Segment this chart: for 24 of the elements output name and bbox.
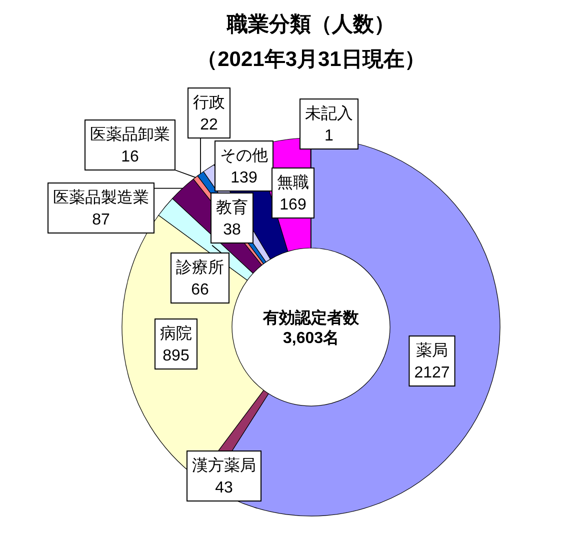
slice-label: 漢方薬局 bbox=[192, 456, 256, 475]
slice-label: 未記入 bbox=[305, 104, 353, 123]
slice-label: 診療所 bbox=[176, 258, 224, 277]
data-label: 2127 bbox=[414, 364, 450, 382]
slice-label: その他 bbox=[220, 148, 268, 165]
slice-label: 薬局 bbox=[416, 342, 448, 360]
data-label: 22 bbox=[200, 116, 218, 134]
data-label: 43 bbox=[215, 480, 233, 497]
data-label: 38 bbox=[223, 222, 241, 239]
slice-label: 行政 bbox=[193, 94, 225, 112]
data-label: 169 bbox=[280, 196, 306, 214]
slice-label: 医薬品卸業 bbox=[90, 126, 170, 144]
subtitle: （2021年3月31日現在） bbox=[196, 48, 426, 71]
title: 職業分類（人数） bbox=[227, 13, 395, 36]
data-label: 87 bbox=[92, 212, 110, 229]
slice-label: 無職 bbox=[277, 174, 309, 192]
data-label: 139 bbox=[230, 170, 258, 187]
data-label: 895 bbox=[162, 348, 190, 365]
slice-label: 医薬品製造業 bbox=[53, 188, 149, 207]
data-label: 16 bbox=[121, 148, 139, 166]
slice-label: 病院 bbox=[160, 324, 192, 343]
data-label: 66 bbox=[191, 282, 209, 299]
slice-label: 教育 bbox=[216, 198, 248, 217]
data-label: 1 bbox=[324, 128, 334, 145]
